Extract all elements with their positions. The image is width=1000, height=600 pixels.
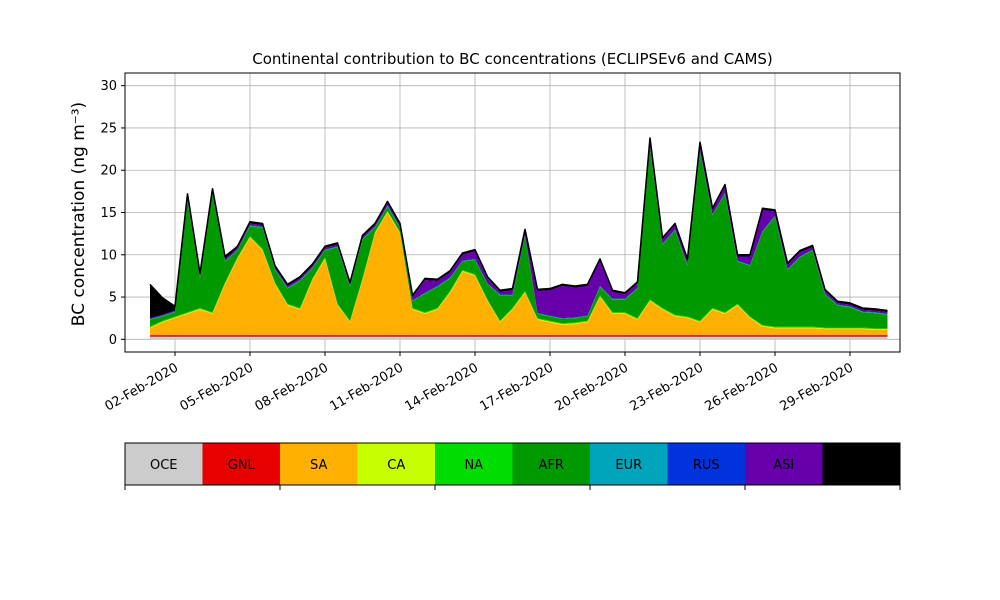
area-sa xyxy=(150,212,888,336)
legend-label-aus: AUS xyxy=(848,458,875,473)
x-tick-label: 08-Feb-2020 xyxy=(252,360,331,414)
x-tick-label: 11-Feb-2020 xyxy=(327,360,406,414)
area-oce xyxy=(150,336,888,340)
legend-label-sa: SA xyxy=(310,458,327,473)
legend-swatch-rus xyxy=(667,443,746,485)
y-tick-label: 25 xyxy=(100,121,117,136)
y-axis-label: BC concentration (ng m⁻³) xyxy=(69,102,89,326)
x-axis: 02-Feb-202005-Feb-202008-Feb-202011-Feb-… xyxy=(102,352,856,414)
legend-label-ca: CA xyxy=(387,458,405,473)
y-tick-label: 20 xyxy=(100,164,117,179)
legend-swatch-oce xyxy=(125,443,203,485)
y-axis: 0 5 10 15 20 25 30 xyxy=(100,79,125,348)
legend-label-asi: ASI xyxy=(773,458,794,473)
legend-label-eur: EUR xyxy=(615,458,642,473)
total-outline-line xyxy=(149,137,888,312)
legend-frame xyxy=(124,442,901,486)
legend-label-gnl: GNL xyxy=(228,458,256,473)
x-tick-label: 20-Feb-2020 xyxy=(552,360,631,414)
x-tick-label: 05-Feb-2020 xyxy=(177,360,256,414)
y-tick-label: 30 xyxy=(100,79,117,94)
legend-swatch-gnl xyxy=(202,443,281,485)
area-layer xyxy=(150,138,888,340)
legend-swatch-aus xyxy=(822,443,901,485)
legend-colorbar: OCE GNL SA CA NA AFR EUR RUS ASI AUS xyxy=(124,442,901,490)
x-tick-label: 29-Feb-2020 xyxy=(777,360,856,414)
y-tick-label: 0 xyxy=(109,333,117,348)
legend-label-na: NA xyxy=(464,458,483,473)
legend-swatch-eur xyxy=(590,443,668,485)
legend-swatch-asi xyxy=(745,443,823,485)
y-tick-label: 10 xyxy=(100,248,117,263)
legend-label-afr: AFR xyxy=(539,458,564,473)
x-tick-label: 17-Feb-2020 xyxy=(477,360,556,414)
legend-swatch-ca xyxy=(357,443,436,485)
legend-label-oce: OCE xyxy=(150,458,178,473)
area-afr xyxy=(150,147,888,329)
legend-label-rus: RUS xyxy=(693,458,720,473)
x-tick-label: 23-Feb-2020 xyxy=(627,360,706,414)
legend-swatch-na xyxy=(435,443,513,485)
y-tick-label: 15 xyxy=(100,206,117,221)
legend-swatch-sa xyxy=(280,443,358,485)
legend-swatch-afr xyxy=(512,443,591,485)
x-tick-label: 14-Feb-2020 xyxy=(402,360,481,414)
x-tick-label: 02-Feb-2020 xyxy=(102,360,181,414)
chart-title: Continental contribution to BC concentra… xyxy=(252,50,773,68)
y-tick-label: 5 xyxy=(109,291,117,306)
area-gnl xyxy=(150,335,888,337)
x-tick-label: 26-Feb-2020 xyxy=(702,360,781,414)
